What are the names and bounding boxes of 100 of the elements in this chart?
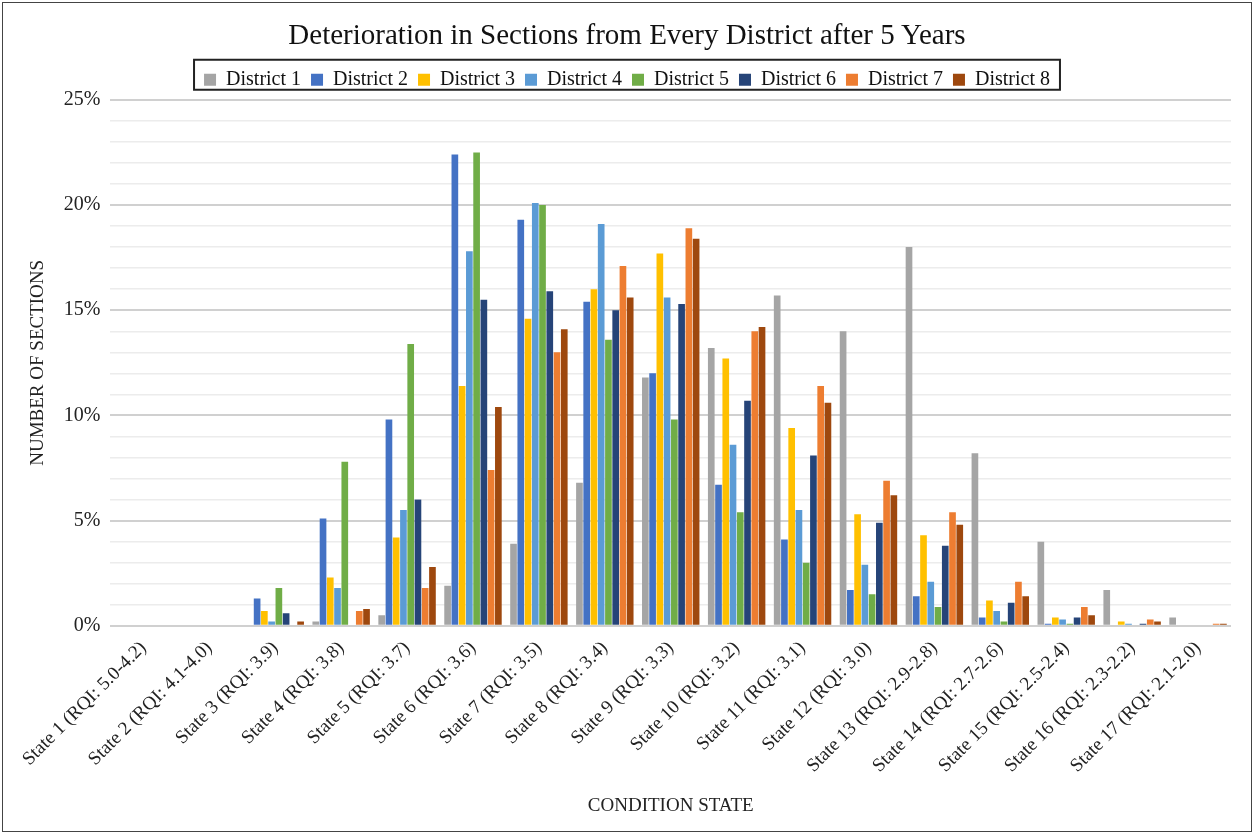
bar <box>949 512 956 625</box>
bar <box>715 484 722 625</box>
y-tick-label: 10% <box>63 402 101 425</box>
bar <box>355 611 363 625</box>
bar <box>458 385 466 625</box>
y-axis-title: NUMBER OF SECTIONS <box>26 259 48 466</box>
bar <box>1169 617 1176 625</box>
bar <box>590 289 598 625</box>
bar <box>334 587 341 625</box>
bar <box>539 205 546 625</box>
bar <box>722 358 730 625</box>
bar <box>986 600 993 625</box>
bar <box>1022 596 1030 625</box>
bar <box>597 223 605 625</box>
bar <box>510 543 517 625</box>
bar <box>707 348 715 625</box>
bar <box>861 564 869 625</box>
bar <box>781 539 788 625</box>
bar <box>824 402 832 625</box>
bar <box>451 154 459 625</box>
bar <box>1059 619 1066 625</box>
bar <box>934 606 942 625</box>
y-tick-label: 25% <box>63 87 101 110</box>
bar <box>817 385 825 625</box>
bar <box>583 301 591 625</box>
bar <box>1154 621 1161 625</box>
bar <box>341 461 349 625</box>
bar <box>282 613 290 625</box>
legend-label: District 2 <box>333 67 409 90</box>
bar <box>297 621 304 625</box>
bar <box>788 428 796 625</box>
bar <box>868 594 876 625</box>
bar <box>810 455 817 625</box>
legend-label: District 8 <box>974 67 1050 90</box>
bar <box>912 596 920 625</box>
legend-label: District 5 <box>654 67 729 90</box>
bar <box>495 407 502 625</box>
legend-label: District 7 <box>867 67 943 90</box>
bar <box>400 510 407 625</box>
bar <box>275 587 283 625</box>
bar <box>678 303 685 625</box>
bar <box>1103 590 1111 625</box>
bar <box>466 251 473 625</box>
legend-label: District 6 <box>760 67 836 90</box>
legend-label: District 3 <box>440 67 516 90</box>
y-tick-label: 0% <box>73 613 101 636</box>
bar <box>920 535 927 625</box>
bar <box>312 621 320 625</box>
bar <box>487 470 495 625</box>
bar <box>407 343 415 625</box>
bar <box>927 581 935 625</box>
bar <box>392 537 400 625</box>
bar <box>1073 617 1081 625</box>
x-axis-title: CONDITION STATE <box>587 793 754 815</box>
bar <box>1007 602 1015 625</box>
bar <box>839 331 847 625</box>
bar <box>956 524 964 625</box>
bar <box>421 587 429 625</box>
bar <box>619 266 627 625</box>
bar <box>261 611 268 625</box>
bar <box>847 590 854 625</box>
bar <box>883 480 890 625</box>
bar <box>524 318 532 625</box>
bar <box>1117 621 1125 625</box>
bar <box>414 499 422 625</box>
bar <box>1052 617 1059 625</box>
y-tick-label: 5% <box>73 507 101 530</box>
bar <box>758 327 766 625</box>
bar <box>905 247 913 625</box>
bar <box>553 352 561 625</box>
bar <box>751 331 759 625</box>
bar <box>517 219 525 625</box>
bar <box>612 310 620 625</box>
bar <box>626 297 634 625</box>
bar <box>744 400 751 625</box>
bar <box>605 339 612 625</box>
bar <box>978 617 986 625</box>
chart-title: Deterioration in Sections from Every District after 5 Years <box>288 18 966 51</box>
bar <box>253 598 261 625</box>
bar <box>378 615 386 625</box>
bar <box>1146 619 1154 625</box>
bar <box>576 482 583 625</box>
bar <box>795 510 803 625</box>
bar <box>729 444 737 625</box>
bar <box>663 297 671 625</box>
bar <box>319 518 327 625</box>
bar <box>473 152 480 625</box>
bar <box>326 577 334 625</box>
bar <box>736 512 744 625</box>
bar <box>993 611 1001 625</box>
bar <box>363 608 370 625</box>
bar <box>560 329 568 625</box>
legend-label: District 4 <box>547 67 623 90</box>
legend-label: District 1 <box>226 67 302 90</box>
bar <box>1088 615 1095 625</box>
bar <box>941 545 949 625</box>
bar <box>854 514 861 625</box>
bar <box>971 453 979 625</box>
bar <box>649 373 656 625</box>
bar <box>268 621 275 625</box>
